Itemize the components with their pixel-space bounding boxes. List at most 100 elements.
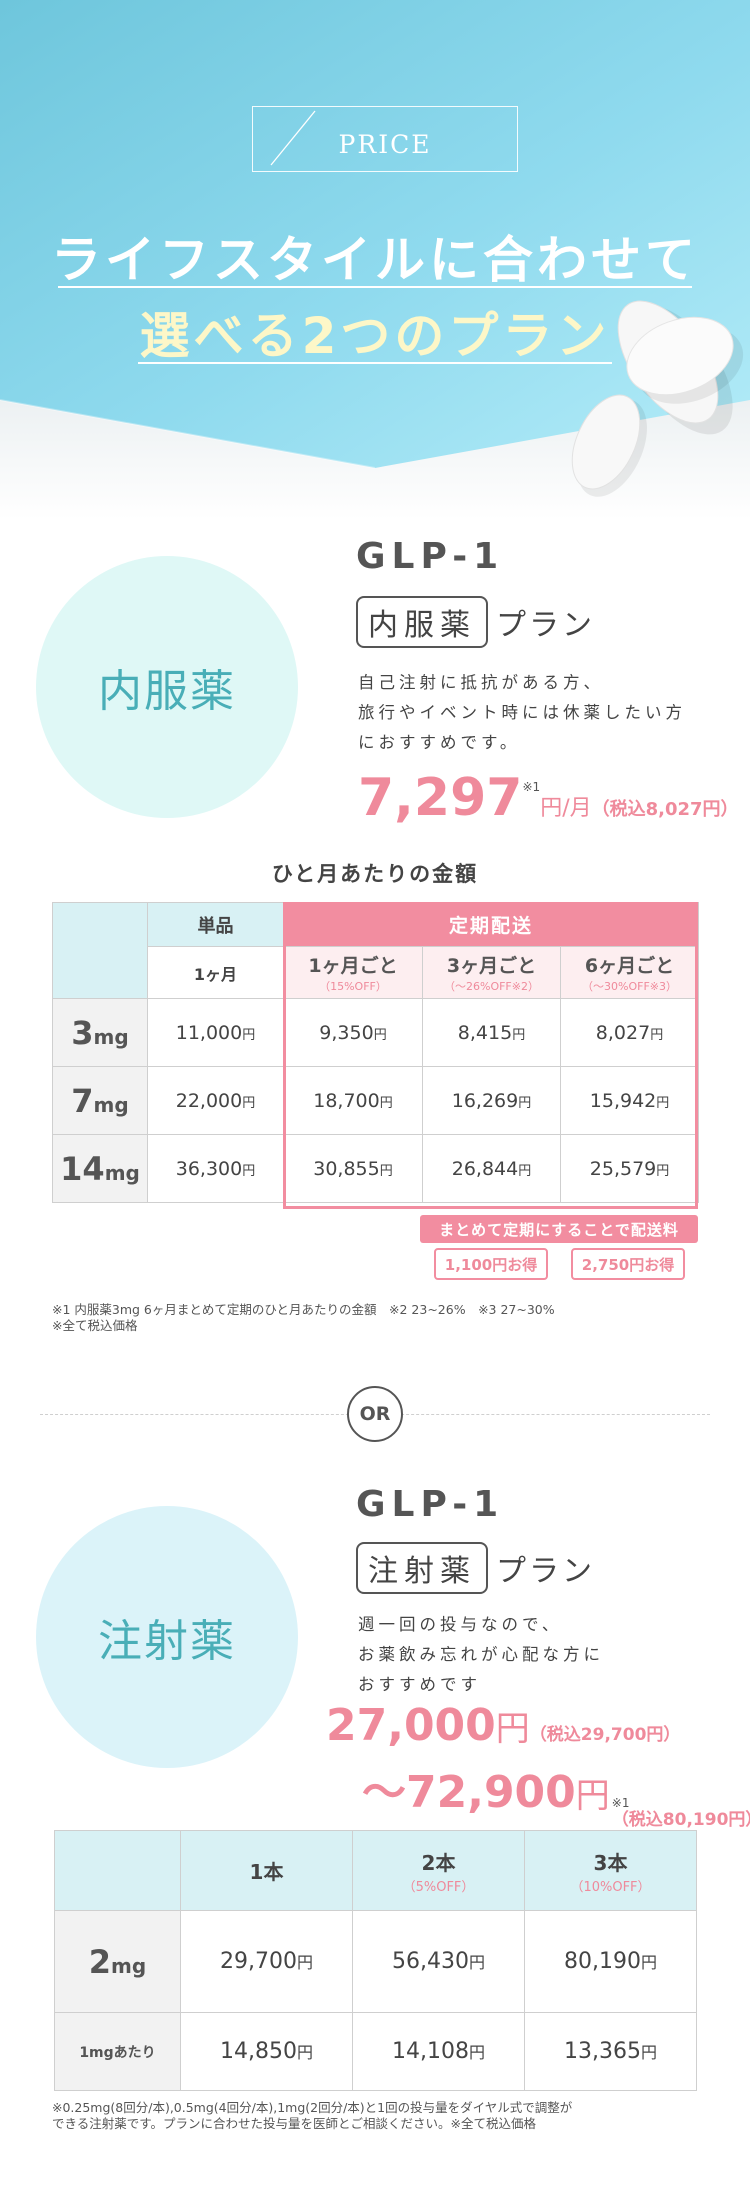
col-every-3months: 3ヶ月ごと （～26%OFF※2） bbox=[422, 946, 561, 999]
col-every-1month: 1ヶ月ごと （15%OFF） bbox=[283, 946, 423, 999]
table-row: 2mg 29,700円 56,430円 80,190円 bbox=[54, 1910, 697, 2013]
yen-unit: 円 bbox=[296, 1953, 313, 1972]
price-cell: 26,844円 bbox=[422, 1134, 561, 1203]
price-value: 8,027 bbox=[595, 1021, 651, 1044]
price-value: 14,850 bbox=[220, 2039, 297, 2064]
yen-unit: 円 bbox=[518, 1163, 532, 1179]
col-subscription: 定期配送 bbox=[282, 902, 700, 947]
injection-plan-label: プラン bbox=[496, 1554, 595, 1589]
price-cell: 16,269円 bbox=[422, 1066, 561, 1135]
oral-desc-line: 旅行やイベント時には休薬したい方 bbox=[358, 703, 686, 722]
injection-price-to-tax: （税込80,190円） bbox=[611, 1810, 750, 1830]
oral-circle: 内服薬 bbox=[36, 556, 298, 818]
price-cell: 8,027円 bbox=[559, 998, 700, 1067]
injection-circle-label: 注射薬 bbox=[98, 1616, 236, 1667]
injection-plan-box: 注射薬 bbox=[356, 1542, 488, 1594]
price-cell: 36,300円 bbox=[147, 1134, 284, 1203]
price-cell: 18,700円 bbox=[283, 1066, 423, 1135]
oral-desc-line: におすすめです。 bbox=[358, 733, 521, 752]
hero-underline-2 bbox=[138, 362, 612, 364]
yen-unit: 円 bbox=[379, 1163, 393, 1179]
oral-description: 自己注射に抵抗がある方、 旅行やイベント時には休薬したい方 におすすめです。 bbox=[358, 668, 686, 758]
injection-price-unit: 円 bbox=[495, 1709, 530, 1749]
injection-price-unit: 円 bbox=[575, 1776, 610, 1816]
col-discount: （15%OFF） bbox=[319, 980, 387, 993]
col-discount: （5%OFF） bbox=[402, 1879, 475, 1895]
dose-unit: mg bbox=[104, 1160, 140, 1185]
oral-price-table: 単品 定期配送 1ヶ月 1ヶ月ごと （15%OFF） 3ヶ月ごと （～26%OFF※… bbox=[52, 902, 700, 1203]
yen-unit: 円 bbox=[640, 1953, 657, 1972]
price-cell: 29,700円 bbox=[180, 1910, 353, 2013]
injection-price-note: ※1 bbox=[611, 1796, 630, 1810]
oral-notes: ※1 内服薬3mg 6ヶ月まとめて定期のひと月あたりの金額 ※2 23~26% … bbox=[52, 1302, 555, 1334]
yen-unit: 円 bbox=[373, 1027, 387, 1043]
price-value: 22,000 bbox=[175, 1089, 243, 1112]
note-line: できる注射薬です。プランに合わせた投与量を医師とご相談ください。※全て税込価格 bbox=[52, 2116, 536, 2131]
table-row: 14mg 36,300円 30,855円 26,844円 25,579円 bbox=[52, 1134, 700, 1203]
col-label: 2本 bbox=[421, 1850, 456, 1875]
table-row: 7mg 22,000円 18,700円 16,269円 15,942円 bbox=[52, 1066, 700, 1135]
dose-cell: 3mg bbox=[52, 998, 148, 1067]
table-row: 3mg 11,000円 9,350円 8,415円 8,027円 bbox=[52, 998, 700, 1067]
yen-unit: 円 bbox=[468, 1953, 485, 1972]
table-corner bbox=[52, 902, 148, 999]
price-cell: 25,579円 bbox=[559, 1134, 700, 1203]
dose-unit: mg bbox=[93, 1092, 129, 1117]
dose-value: 3 bbox=[71, 1013, 94, 1052]
price-value: 11,000 bbox=[175, 1021, 243, 1044]
yen-unit: 円 bbox=[650, 1027, 664, 1043]
price-cell: 22,000円 bbox=[147, 1066, 284, 1135]
col-3pens: 3本 （10%OFF） bbox=[524, 1830, 697, 1911]
dose-value: 2 bbox=[88, 1942, 112, 1981]
col-1month: 1ヶ月 bbox=[147, 946, 284, 999]
price-value: 36,300 bbox=[175, 1157, 243, 1180]
oral-plan-title: 内服薬 プラン bbox=[356, 596, 595, 648]
note-line: ※1 内服薬3mg 6ヶ月まとめて定期のひと月あたりの金額 ※2 23~26% … bbox=[52, 1302, 555, 1317]
price-value: 56,430 bbox=[392, 1949, 469, 1974]
yen-unit: 円 bbox=[468, 2043, 485, 2062]
col-label: 1ヶ月ごと bbox=[308, 955, 398, 977]
price-value: 14,108 bbox=[392, 2039, 469, 2064]
col-discount: （～26%OFF※2） bbox=[444, 980, 539, 993]
col-discount: （10%OFF） bbox=[570, 1879, 651, 1895]
oral-plan-label: プラン bbox=[496, 608, 595, 643]
yen-unit: 円 bbox=[656, 1095, 670, 1111]
yen-unit: 円 bbox=[242, 1095, 256, 1111]
dose-cell: 14mg bbox=[52, 1134, 148, 1203]
injection-glp-title: GLP-1 bbox=[356, 1484, 505, 1525]
yen-unit: 円 bbox=[518, 1095, 532, 1111]
col-2pens: 2本 （5%OFF） bbox=[352, 1830, 525, 1911]
price-value: 18,700 bbox=[313, 1089, 380, 1112]
price-badge-label: PRICE bbox=[338, 129, 432, 159]
table-corner bbox=[54, 1830, 181, 1911]
dose-value: 14 bbox=[60, 1149, 105, 1188]
price-value: 9,350 bbox=[319, 1021, 374, 1044]
price-cell: 13,365円 bbox=[524, 2012, 697, 2091]
shipping-banner: まとめて定期にすることで配送料 bbox=[420, 1215, 698, 1243]
injection-desc-line: 週一回の投与なので、 bbox=[358, 1615, 563, 1634]
price-value: 8,415 bbox=[457, 1021, 513, 1044]
price-cell: 9,350円 bbox=[283, 998, 423, 1067]
oral-table-title: ひと月あたりの金額 bbox=[271, 862, 479, 886]
injection-price-to-value: ～72,900 bbox=[362, 1767, 576, 1818]
yen-unit: 円 bbox=[379, 1095, 393, 1111]
or-badge: OR bbox=[347, 1386, 403, 1442]
table-row: 1mgあたり 14,850円 14,108円 13,365円 bbox=[54, 2012, 697, 2091]
price-cell: 14,108円 bbox=[352, 2012, 525, 2091]
injection-price-table: 1本 2本 （5%OFF） 3本 （10%OFF） 2mg 29,700円 56,4… bbox=[54, 1830, 697, 2091]
injection-notes: ※0.25mg(8回分/本),0.5mg(4回分/本),1mg(2回分/本)と1… bbox=[52, 2100, 712, 2132]
injection-price-from-value: 27,000 bbox=[326, 1700, 496, 1751]
price-value: 15,942 bbox=[589, 1089, 657, 1112]
col-label: 3本 bbox=[593, 1850, 628, 1875]
price-value: 13,365 bbox=[564, 2039, 641, 2064]
hero-banner: PRICE ライフスタイルに合わせて 選べる2つのプラン bbox=[0, 0, 750, 520]
price-cell: 8,415円 bbox=[422, 998, 561, 1067]
yen-unit: 円 bbox=[640, 2043, 657, 2062]
per-mg-label: 1mgあたり bbox=[54, 2012, 181, 2091]
oral-circle-label: 内服薬 bbox=[98, 666, 236, 717]
price-cell: 15,942円 bbox=[559, 1066, 700, 1135]
price-cell: 56,430円 bbox=[352, 1910, 525, 2013]
price-value: 30,855 bbox=[313, 1157, 380, 1180]
dose-cell: 7mg bbox=[52, 1066, 148, 1135]
pill-image bbox=[571, 300, 744, 497]
